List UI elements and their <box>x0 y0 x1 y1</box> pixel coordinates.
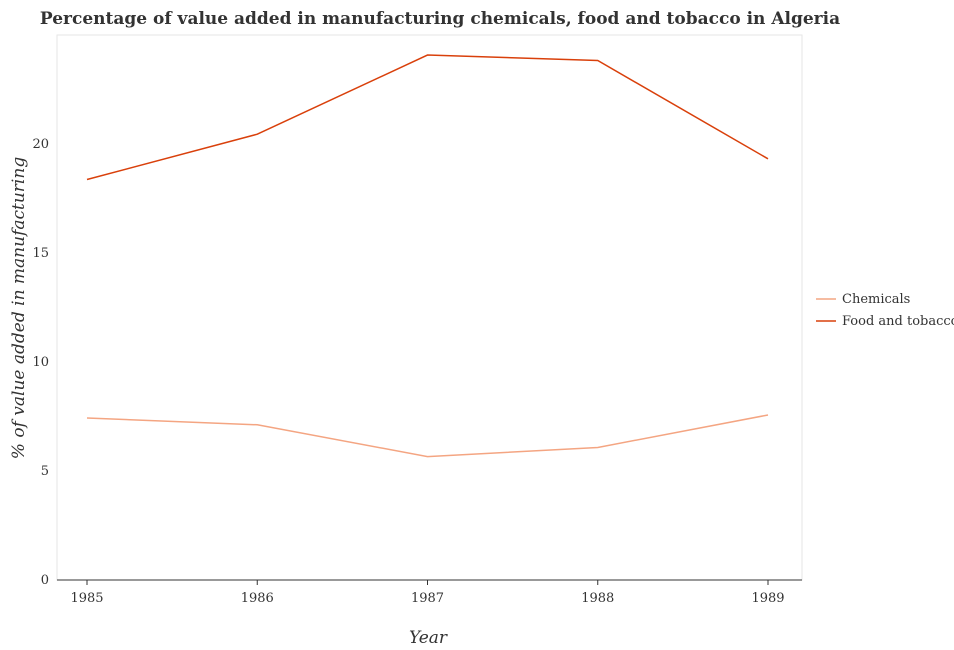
x-tick-label: 1986 <box>241 591 274 606</box>
x-axis-label: Year <box>409 628 448 648</box>
legend-label: Chemicals <box>842 292 910 307</box>
x-tick-label: 1988 <box>581 591 614 606</box>
series-line-food-and-tobacco <box>86 54 769 181</box>
legend: Chemicals Food and tobacco <box>816 292 954 329</box>
y-tick-label: 0 <box>41 573 49 588</box>
chart-title: Percentage of value added in manufacturi… <box>40 9 840 29</box>
x-tick-label: 1989 <box>751 591 784 606</box>
x-tick-label: 1985 <box>70 591 103 606</box>
legend-label: Food and tobacco <box>842 314 954 329</box>
plot-area <box>56 34 803 581</box>
y-tick-label: 20 <box>32 137 49 152</box>
y-tick-label: 5 <box>41 464 49 479</box>
series-line-chemicals <box>86 414 769 458</box>
y-axis-ticks: 0 5 10 15 20 <box>32 137 49 588</box>
y-axis-label: % of value added in manufacturing <box>9 157 29 460</box>
y-tick-label: 15 <box>32 246 49 261</box>
series-lines <box>86 54 769 458</box>
x-axis-ticks: 1985 1986 1987 1988 1989 <box>70 580 785 606</box>
x-tick-label: 1987 <box>411 591 444 606</box>
y-tick-label: 10 <box>32 355 49 370</box>
